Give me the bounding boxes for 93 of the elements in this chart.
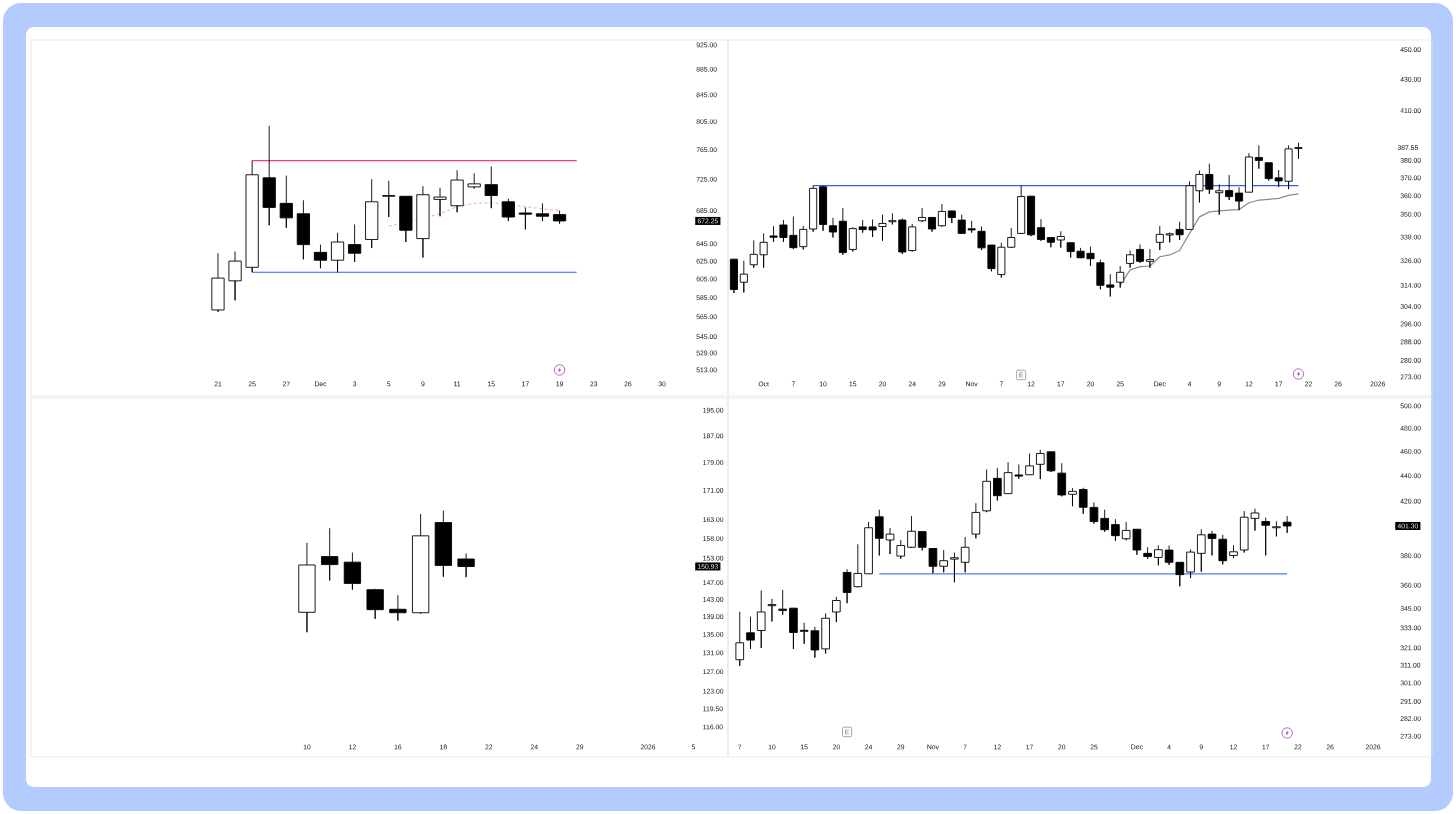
candlestick — [1143, 546, 1152, 560]
candlestick — [1145, 248, 1154, 269]
candlestick — [450, 169, 464, 213]
candlestick — [960, 536, 970, 573]
candlestick — [982, 468, 991, 513]
candlestick — [950, 552, 959, 583]
candlestick — [343, 552, 362, 591]
line-series — [1119, 193, 1300, 286]
candlestick — [262, 125, 276, 226]
candlestick — [1111, 518, 1120, 542]
candlestick — [399, 195, 413, 243]
candlestick — [330, 232, 345, 273]
candlestick — [1207, 530, 1217, 556]
candlestick — [535, 202, 550, 222]
candlestick — [1229, 544, 1238, 559]
candlestick — [1116, 265, 1125, 289]
candlestick — [434, 510, 452, 578]
candlestick — [501, 198, 515, 222]
candlestick — [1068, 487, 1077, 507]
candlestick — [739, 260, 748, 293]
candlestick — [1254, 144, 1263, 170]
candlestick — [296, 199, 310, 260]
candlestick — [484, 166, 498, 209]
candlestick — [939, 549, 948, 573]
candlestick — [729, 258, 738, 294]
candlestick — [937, 203, 946, 227]
candlestick — [928, 216, 937, 233]
candlestick — [1272, 520, 1281, 537]
candlestick — [1215, 183, 1224, 216]
candlestick — [735, 611, 745, 667]
candlestick — [245, 160, 259, 273]
candlestick — [1126, 250, 1135, 269]
candlestick — [1218, 534, 1228, 565]
candlestick — [746, 616, 755, 650]
candlestick — [821, 612, 830, 654]
candlestick — [321, 527, 339, 581]
candlestick — [896, 539, 906, 560]
candlestick — [457, 552, 475, 578]
candlestick — [298, 542, 316, 633]
candlestick — [918, 207, 927, 223]
candlestick — [467, 172, 481, 189]
candlestick — [1235, 186, 1244, 211]
candlestick — [1025, 453, 1034, 476]
candlestick — [917, 530, 927, 551]
candlestick — [767, 598, 777, 622]
candlestick — [228, 251, 242, 301]
candlestick — [365, 178, 379, 249]
candlestick — [778, 589, 787, 616]
candlestick — [366, 588, 384, 620]
candlestick — [1154, 544, 1163, 566]
candlestick — [993, 467, 1002, 501]
candlestick — [789, 607, 798, 650]
candlestick — [1035, 449, 1045, 480]
candlestick — [433, 187, 447, 217]
candlestick — [874, 509, 884, 556]
candlestick — [279, 175, 293, 229]
candlestick — [1282, 515, 1292, 534]
candlestick — [1244, 152, 1253, 193]
candlestick — [1017, 185, 1026, 235]
candlestick — [928, 547, 938, 574]
candlestick — [1036, 218, 1045, 242]
candlestick — [907, 515, 916, 549]
candlestick — [1135, 244, 1145, 264]
candlestick — [1225, 174, 1234, 201]
candlestick — [552, 210, 567, 225]
candlestick — [1057, 462, 1067, 497]
candlestick — [348, 223, 362, 263]
candlestick — [313, 244, 328, 269]
candlestick — [1186, 548, 1195, 579]
candlestick — [885, 527, 895, 555]
candlestick — [838, 207, 847, 256]
candlestick — [518, 206, 533, 230]
candlestick — [809, 185, 818, 233]
candlestick — [1046, 236, 1055, 248]
candlestick — [389, 594, 407, 622]
candlestick — [1261, 517, 1271, 556]
candlestick — [211, 252, 225, 313]
line-series — [388, 201, 561, 227]
candlestick — [1196, 528, 1206, 573]
candlestick — [411, 513, 430, 615]
candlestick — [819, 185, 828, 232]
candlestick — [971, 502, 981, 539]
candlestick — [416, 185, 430, 259]
candlestick — [1056, 230, 1065, 249]
candlestick — [864, 521, 873, 575]
candlestick — [1100, 509, 1109, 533]
candlestick — [382, 180, 396, 218]
candlestick — [1027, 195, 1036, 237]
candlestick — [832, 596, 841, 623]
candlestick — [756, 590, 766, 649]
candlestick — [828, 217, 837, 238]
candlestick — [1046, 451, 1056, 473]
candlestick — [947, 210, 956, 224]
